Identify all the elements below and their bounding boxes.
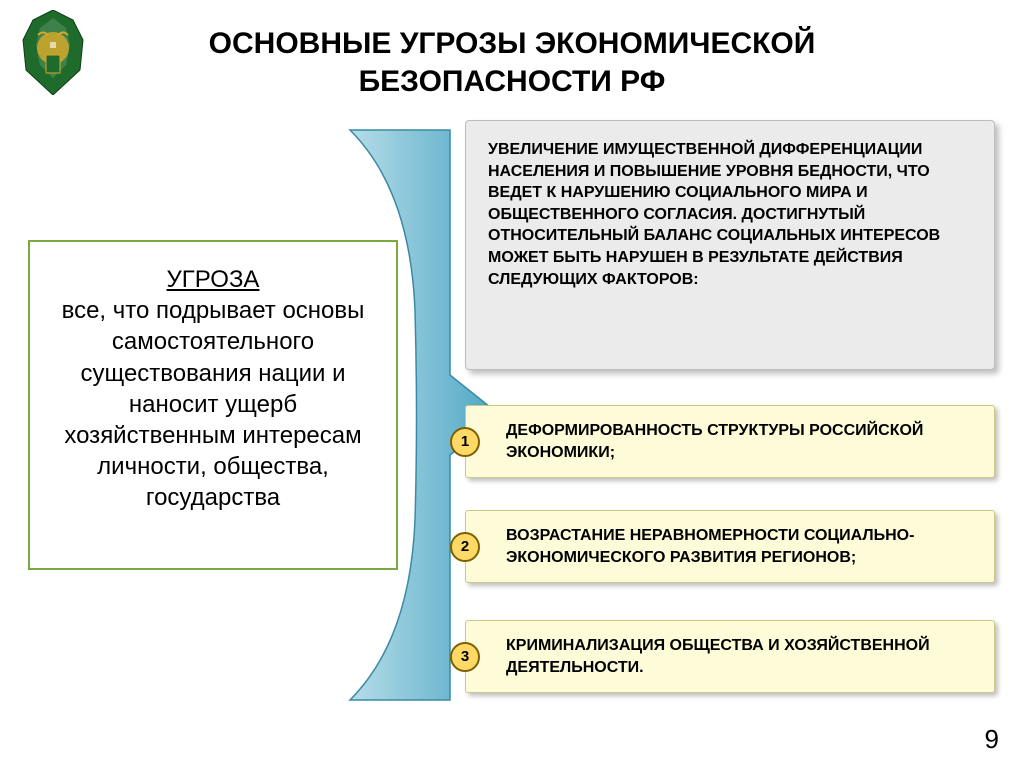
threat-heading: УГРОЗА [167,266,260,293]
factor-3-row: 3 КРИМИНАЛИЗАЦИЯ ОБЩЕСТВА И ХОЗЯЙСТВЕННО… [465,620,995,693]
threat-definition-box: УГРОЗА все, что подрывает основы самосто… [28,240,398,570]
threat-body: все, что подрывает основы самостоятельно… [62,297,365,511]
factor-box-2: ВОЗРАСТАНИЕ НЕРАВНОМЕРНОСТИ СОЦИАЛЬНО-ЭК… [465,510,995,583]
factor-badge-3: 3 [450,642,480,672]
factor-1-row: 1 ДЕФОРМИРОВАННОСТЬ СТРУКТУРЫ РОССИЙСКОЙ… [465,405,995,478]
page-number: 9 [985,724,999,755]
factor-box-3: КРИМИНАЛИЗАЦИЯ ОБЩЕСТВА И ХОЗЯЙСТВЕННОЙ … [465,620,995,693]
factor-box-1: ДЕФОРМИРОВАННОСТЬ СТРУКТУРЫ РОССИЙСКОЙ Э… [465,405,995,478]
page-title: ОСНОВНЫЕ УГРОЗЫ ЭКОНОМИЧЕСКОЙ БЕЗОПАСНОС… [0,0,1024,110]
emblem-logo [18,10,88,95]
factor-badge-1: 1 [450,427,480,457]
content-area: УГРОЗА все, что подрывает основы самосто… [0,110,1024,730]
factor-badge-2: 2 [450,532,480,562]
factor-2-row: 2 ВОЗРАСТАНИЕ НЕРАВНОМЕРНОСТИ СОЦИАЛЬНО-… [465,510,995,583]
main-threat-box: УВЕЛИЧЕНИЕ ИМУЩЕСТВЕННОЙ ДИФФЕРЕНЦИАЦИИ … [465,120,995,370]
